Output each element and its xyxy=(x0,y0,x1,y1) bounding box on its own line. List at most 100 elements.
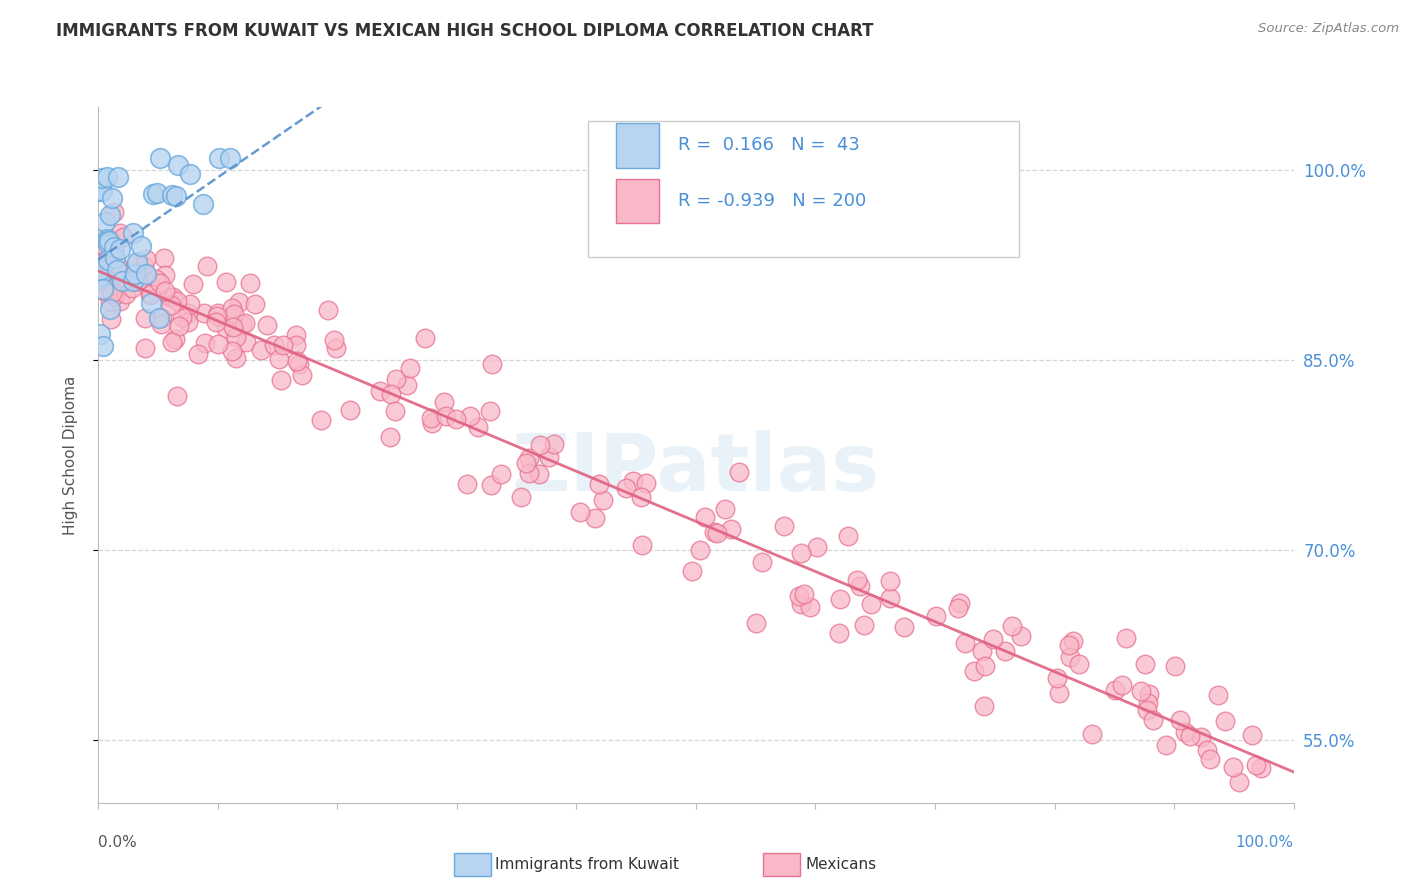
Point xyxy=(215,321,238,335)
Point xyxy=(103,241,125,255)
Point xyxy=(89,268,111,283)
Point xyxy=(1010,629,1032,643)
Point xyxy=(631,538,654,552)
Point xyxy=(537,450,560,465)
Point xyxy=(695,509,717,524)
Point xyxy=(588,477,610,491)
Point xyxy=(489,467,512,481)
Point xyxy=(1189,730,1212,744)
Point xyxy=(790,546,813,560)
Point xyxy=(325,341,347,355)
FancyBboxPatch shape xyxy=(588,121,1018,257)
Point xyxy=(925,609,948,624)
Point xyxy=(125,257,148,271)
Point xyxy=(134,341,156,355)
Point xyxy=(285,354,308,368)
Point xyxy=(145,271,167,285)
Point xyxy=(89,327,111,342)
Point xyxy=(225,330,247,344)
Point xyxy=(953,636,976,650)
Point xyxy=(224,308,246,322)
Point xyxy=(221,344,243,359)
Point xyxy=(1062,634,1084,648)
Point xyxy=(90,259,112,273)
Point xyxy=(205,309,228,323)
Point xyxy=(879,574,901,588)
Point xyxy=(621,474,644,488)
Point xyxy=(139,288,162,302)
Point xyxy=(114,273,136,287)
Point xyxy=(131,239,153,253)
Point xyxy=(845,574,868,588)
Point xyxy=(592,493,614,508)
Point xyxy=(1198,752,1220,766)
Point xyxy=(1059,638,1081,652)
Point xyxy=(994,643,1017,657)
Point xyxy=(1067,657,1090,671)
Point xyxy=(1142,713,1164,727)
Text: R =  0.166   N =  43: R = 0.166 N = 43 xyxy=(678,136,860,154)
Point xyxy=(127,275,149,289)
Point xyxy=(1154,739,1177,753)
Point xyxy=(790,597,813,611)
Point xyxy=(434,409,457,424)
Point xyxy=(1059,649,1081,664)
Point xyxy=(569,506,592,520)
Point xyxy=(103,245,125,260)
Point xyxy=(89,263,111,277)
Point xyxy=(179,167,201,181)
Point xyxy=(1168,713,1191,727)
Point xyxy=(529,438,551,452)
Point xyxy=(322,333,344,347)
Point xyxy=(162,290,184,304)
Point xyxy=(214,275,236,289)
Point xyxy=(879,591,901,606)
Point xyxy=(830,591,852,606)
Point xyxy=(1197,743,1219,757)
Point xyxy=(225,351,247,366)
Point xyxy=(89,270,111,285)
Point xyxy=(1001,618,1024,632)
Point xyxy=(973,698,995,713)
Point xyxy=(720,522,742,536)
Point xyxy=(1241,727,1264,741)
Point xyxy=(456,476,478,491)
Point xyxy=(135,267,157,281)
Point xyxy=(91,277,114,291)
Point xyxy=(799,600,821,615)
Point xyxy=(94,215,117,229)
Point xyxy=(141,286,163,301)
Point xyxy=(108,293,131,308)
Point xyxy=(98,301,121,316)
Point xyxy=(970,643,993,657)
Point xyxy=(153,268,176,282)
Point xyxy=(97,236,120,251)
Point xyxy=(231,317,253,331)
Point xyxy=(1136,703,1159,717)
Point xyxy=(1111,678,1133,692)
Point xyxy=(221,301,243,315)
Point xyxy=(728,465,751,479)
Point xyxy=(385,372,408,386)
Point xyxy=(104,251,127,265)
Point xyxy=(284,338,307,352)
Point xyxy=(380,430,402,444)
Point xyxy=(384,404,406,418)
Point xyxy=(460,409,482,423)
Point xyxy=(413,331,436,345)
Point xyxy=(273,338,295,352)
Point xyxy=(751,555,773,569)
Point xyxy=(1046,671,1069,685)
Point xyxy=(160,187,183,202)
Point xyxy=(187,347,209,361)
Point xyxy=(165,189,187,203)
Point xyxy=(115,286,138,301)
Point xyxy=(90,255,112,269)
Point xyxy=(614,481,637,495)
Point xyxy=(973,658,995,673)
Point xyxy=(714,502,737,516)
Text: ZIPatlas: ZIPatlas xyxy=(512,430,880,508)
Point xyxy=(222,320,245,334)
Point xyxy=(124,274,146,288)
Text: 0.0%: 0.0% xyxy=(98,836,138,850)
